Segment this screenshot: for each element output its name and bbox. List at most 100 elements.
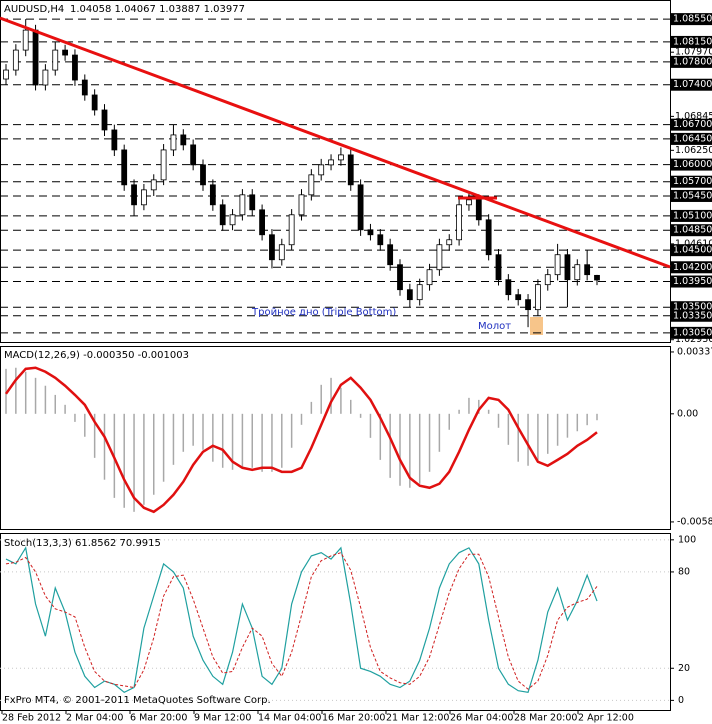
candle-body [101,109,108,131]
level-label-box [671,189,712,202]
stoch-signal [5,552,598,690]
annotation: Тройное дно (Triple Bottom) [251,307,396,318]
level-label: 1.05450 [673,190,712,201]
candle-body [544,274,551,286]
candle-body [219,204,226,226]
candle-body [269,234,275,261]
y-tick-label: 0 [678,695,684,706]
y-tick-label: 80 [678,566,690,577]
level-label: 1.04850 [673,225,712,236]
ohlc: 1.04058 1.04067 1.03887 1.03977 [70,4,245,15]
candle-body [72,54,78,81]
candle-body [466,199,472,206]
x-tick-label: 9 Mar 12:00 [194,713,251,724]
trend-line [0,16,671,269]
level-label: 1.03500 [673,302,712,313]
candle-body [505,279,512,296]
candle-body [436,244,443,271]
candle-body [160,149,167,181]
candle-body [131,184,137,206]
symbol: AUDUSD,H4 [4,4,64,15]
candle-body [62,49,68,56]
level-label-box [671,13,712,26]
candle-body [347,154,354,186]
y-tick-label: -0.00589 [677,516,712,527]
y-tick-label: 1.02930 [675,334,712,345]
level-label-box [671,132,712,145]
candle-body [416,284,423,301]
candle-body [485,219,492,256]
x-tick-label: 26 Mar 04:00 [450,713,513,724]
level-label: 1.07400 [673,79,712,90]
level-label-box [671,209,712,222]
level-label: 1.04500 [673,245,712,256]
candle-body [387,244,394,266]
candle-body [121,149,128,186]
macd-signal [4,366,598,514]
level-label: 1.04200 [673,262,712,273]
candle-body [32,29,39,86]
level-label-box [671,175,712,188]
level-label-box [671,309,712,322]
candle-body [12,49,19,71]
candle-body [426,269,433,286]
candle-body [111,129,118,151]
candle-body [239,194,246,216]
level-label-box [671,35,712,48]
candle-body [81,79,88,96]
candle-body [278,244,285,261]
candle-body [209,184,216,206]
level-label: 1.03950 [673,276,712,287]
candle-body [3,69,9,80]
candle-body [249,194,256,211]
x-tick-label: 21 Mar 12:00 [386,713,449,724]
level-label-box [671,275,712,288]
candle-body [328,159,334,166]
level-label: 1.06700 [673,119,712,130]
x-tick-label: 2 Mar 04:00 [66,713,123,724]
candle-body [535,284,541,311]
candle-body [200,164,206,186]
y-tick-label: 20 [678,663,690,674]
x-tick-label: 6 Mar 20:00 [130,713,187,724]
candle-body [574,264,581,281]
candle-body [259,209,266,236]
level-label-box [671,224,712,237]
candle-body [140,189,147,206]
macd-title: MACD(12,26,9) -0.000350 -0.001003 [4,350,189,361]
candle-body [337,154,344,161]
copyright: FxPro MT4, © 2001-2011 MetaQuotes Softwa… [4,695,271,706]
level-label: 1.07800 [673,56,712,67]
x-tick-label: 28 Mar 20:00 [514,713,577,724]
level-label-box [671,326,712,339]
y-tick-label: 0.00 [677,408,698,419]
candle-body [298,194,305,216]
candle-body [229,214,236,226]
level-label-box [671,261,712,274]
stoch-main [5,546,598,694]
candle-body [22,29,29,51]
candle-body [594,274,600,281]
candle-body [170,134,177,151]
hammer-highlight [530,317,543,335]
level-label: 1.05100 [673,210,712,221]
candle-body [525,299,531,311]
candle-body [190,144,197,166]
candle-body [357,184,364,231]
x-tick-label: 28 Feb 2012 [2,713,61,724]
y-tick-label: 1.04610 [675,238,712,249]
candle-body [584,264,591,276]
x-tick-label: 14 Mar 04:00 [258,713,321,724]
level-label-box [671,244,712,257]
candle-body [150,179,157,191]
stoch-title: Stoch(13,3,3) 61.8562 70.9915 [4,538,161,549]
candle-body [308,174,315,196]
y-tick-label: 1.07970 [675,47,712,58]
level-label-box [671,118,712,131]
x-tick-label: 2 Apr 12:00 [578,713,634,724]
level-label: 1.06450 [673,133,712,144]
level-label: 1.03350 [673,310,712,321]
candle-body [446,239,453,246]
